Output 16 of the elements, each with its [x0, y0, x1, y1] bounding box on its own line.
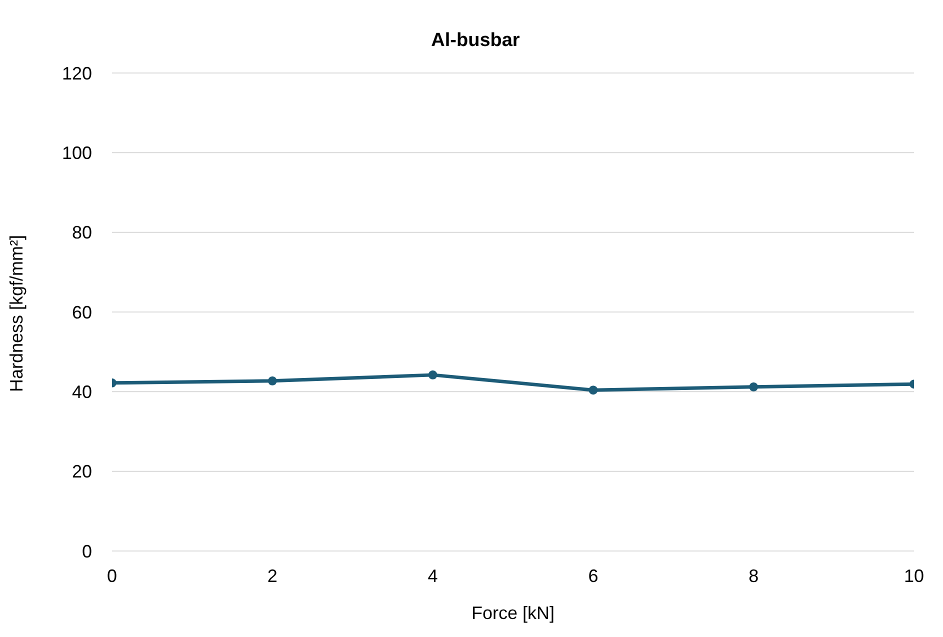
- x-tick-label: 8: [748, 566, 759, 586]
- y-axis-title: Hardness [kgf/mm²]: [6, 234, 26, 392]
- x-tick-label: 4: [428, 566, 438, 586]
- x-tick-label: 2: [267, 566, 278, 586]
- x-tick-label: 0: [106, 566, 118, 586]
- y-tick-label: 0: [82, 541, 92, 562]
- y-tick-label: 20: [72, 462, 92, 482]
- y-tick-label: 100: [62, 143, 92, 164]
- y-tick-label: 60: [72, 302, 92, 322]
- x-tick-label: 6: [588, 566, 598, 586]
- x-axis-title: Force [kN]: [471, 603, 555, 623]
- y-tick-label: 80: [72, 222, 92, 243]
- x-tick-label: 10: [904, 566, 924, 586]
- y-tick-label: 40: [72, 382, 92, 402]
- chart-title: Al-busbar: [430, 30, 521, 52]
- y-tick-label: 120: [62, 63, 92, 84]
